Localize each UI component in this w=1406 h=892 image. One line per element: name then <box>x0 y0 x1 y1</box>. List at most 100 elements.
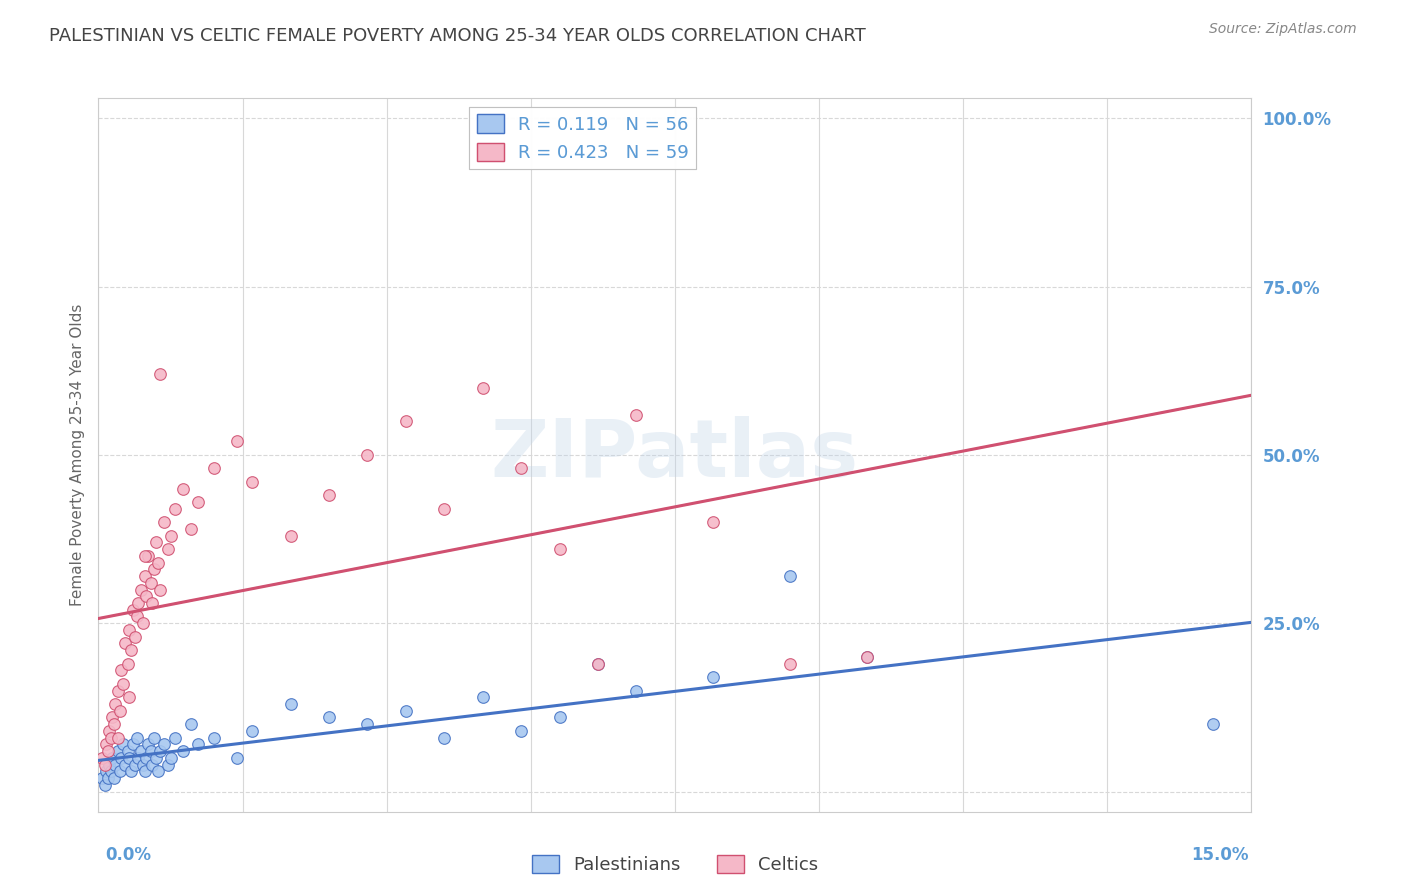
Point <box>149 367 172 381</box>
Point <box>104 697 127 711</box>
Point <box>165 501 187 516</box>
Point <box>91 771 114 785</box>
Point <box>225 434 247 449</box>
Point <box>510 461 533 475</box>
Point <box>111 738 134 752</box>
Point <box>471 381 494 395</box>
Legend: R = 0.119   N = 56, R = 0.423   N = 59: R = 0.119 N = 56, R = 0.423 N = 59 <box>470 107 696 169</box>
Point <box>134 764 156 779</box>
Point <box>148 556 170 570</box>
Point <box>202 731 225 745</box>
Point <box>108 704 131 718</box>
Point <box>187 495 209 509</box>
Point <box>160 751 183 765</box>
Point <box>280 697 302 711</box>
Point <box>120 643 142 657</box>
Point <box>702 670 724 684</box>
Point <box>108 764 131 779</box>
Text: Source: ZipAtlas.com: Source: ZipAtlas.com <box>1209 22 1357 37</box>
Text: 0.0%: 0.0% <box>105 846 152 863</box>
Point <box>97 744 120 758</box>
Point <box>145 535 167 549</box>
Point <box>395 414 418 428</box>
Point <box>134 569 156 583</box>
Point <box>122 738 145 752</box>
Point <box>172 482 194 496</box>
Point <box>280 529 302 543</box>
Text: PALESTINIAN VS CELTIC FEMALE POVERTY AMONG 25-34 YEAR OLDS CORRELATION CHART: PALESTINIAN VS CELTIC FEMALE POVERTY AMO… <box>49 27 866 45</box>
Point <box>118 751 141 765</box>
Point <box>152 738 174 752</box>
Text: 15.0%: 15.0% <box>1191 846 1249 863</box>
Point <box>117 657 139 671</box>
Point <box>142 562 165 576</box>
Point <box>433 501 456 516</box>
Point <box>98 757 121 772</box>
Point <box>702 515 724 529</box>
Point <box>433 731 456 745</box>
Point <box>142 731 165 745</box>
Point <box>127 596 149 610</box>
Point <box>135 751 157 765</box>
Point <box>114 636 136 650</box>
Point <box>149 744 172 758</box>
Point <box>141 757 163 772</box>
Point <box>103 717 125 731</box>
Point <box>135 589 157 603</box>
Point <box>110 664 132 678</box>
Point <box>139 575 162 590</box>
Point <box>101 710 124 724</box>
Point <box>548 542 571 557</box>
Point <box>156 757 179 772</box>
Point <box>148 764 170 779</box>
Point <box>97 771 120 785</box>
Point <box>93 757 115 772</box>
Point <box>356 448 378 462</box>
Point <box>124 757 146 772</box>
Point <box>1202 717 1225 731</box>
Point <box>149 582 172 597</box>
Point <box>180 717 202 731</box>
Point <box>107 683 129 698</box>
Point <box>141 596 163 610</box>
Point <box>548 710 571 724</box>
Point <box>104 757 127 772</box>
Point <box>134 549 156 563</box>
Point <box>180 522 202 536</box>
Point <box>779 569 801 583</box>
Point <box>240 723 263 738</box>
Point <box>395 704 418 718</box>
Point <box>145 751 167 765</box>
Point <box>202 461 225 475</box>
Point <box>240 475 263 489</box>
Point <box>107 744 129 758</box>
Point <box>110 751 132 765</box>
Point <box>779 657 801 671</box>
Point <box>138 549 160 563</box>
Point <box>100 731 122 745</box>
Text: ZIPatlas: ZIPatlas <box>491 416 859 494</box>
Point <box>101 751 124 765</box>
Point <box>120 764 142 779</box>
Point <box>93 778 115 792</box>
Point <box>132 757 155 772</box>
Point <box>586 657 609 671</box>
Point <box>122 603 145 617</box>
Point <box>107 731 129 745</box>
Point <box>94 738 117 752</box>
Point <box>118 690 141 705</box>
Point <box>626 408 648 422</box>
Point <box>124 630 146 644</box>
Point <box>165 731 187 745</box>
Point <box>114 757 136 772</box>
Point <box>94 764 117 779</box>
Point <box>138 738 160 752</box>
Point <box>225 751 247 765</box>
Point <box>510 723 533 738</box>
Point <box>318 710 340 724</box>
Point <box>586 657 609 671</box>
Point <box>103 771 125 785</box>
Point <box>111 677 134 691</box>
Point <box>160 529 183 543</box>
Point <box>856 649 879 664</box>
